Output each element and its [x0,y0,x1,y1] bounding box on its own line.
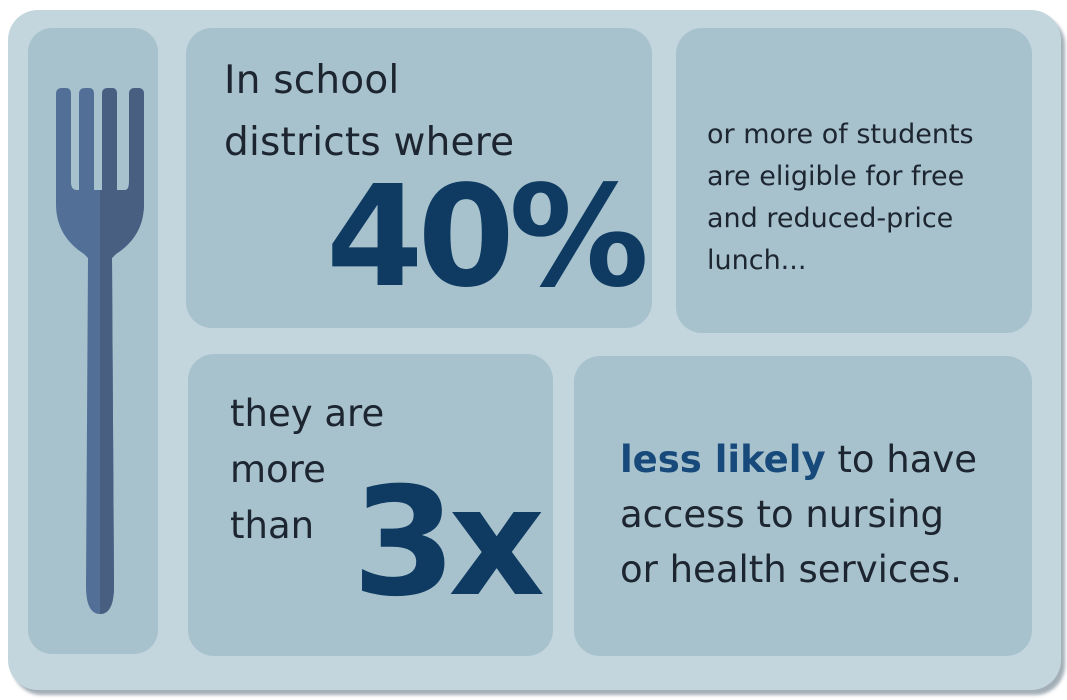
percent-statistic: 40% [326,156,649,319]
more-than-text-line2: more [230,448,326,491]
eligibility-text: or more of students are eligible for fre… [707,119,974,276]
districts-text-line1: In school [224,58,400,103]
panel-eligibility [676,28,1032,333]
less-likely-line2: access to nursing [620,493,944,536]
panel-less-likely [574,356,1032,656]
less-likely-emphasis: less likely [620,438,826,481]
more-than-text-line3: than [230,504,315,547]
less-likely-line1: less likely to have [620,438,977,481]
multiplier-statistic: 3x [352,456,545,630]
panel-districts [186,28,652,328]
less-likely-line3: or health services. [620,548,963,591]
panel-more-than [188,354,553,656]
fork-icon [56,88,144,614]
districts-text-line2: districts where [224,120,515,165]
less-likely-line1-rest: to have [825,438,978,481]
more-than-text-line1: they are [230,392,385,435]
